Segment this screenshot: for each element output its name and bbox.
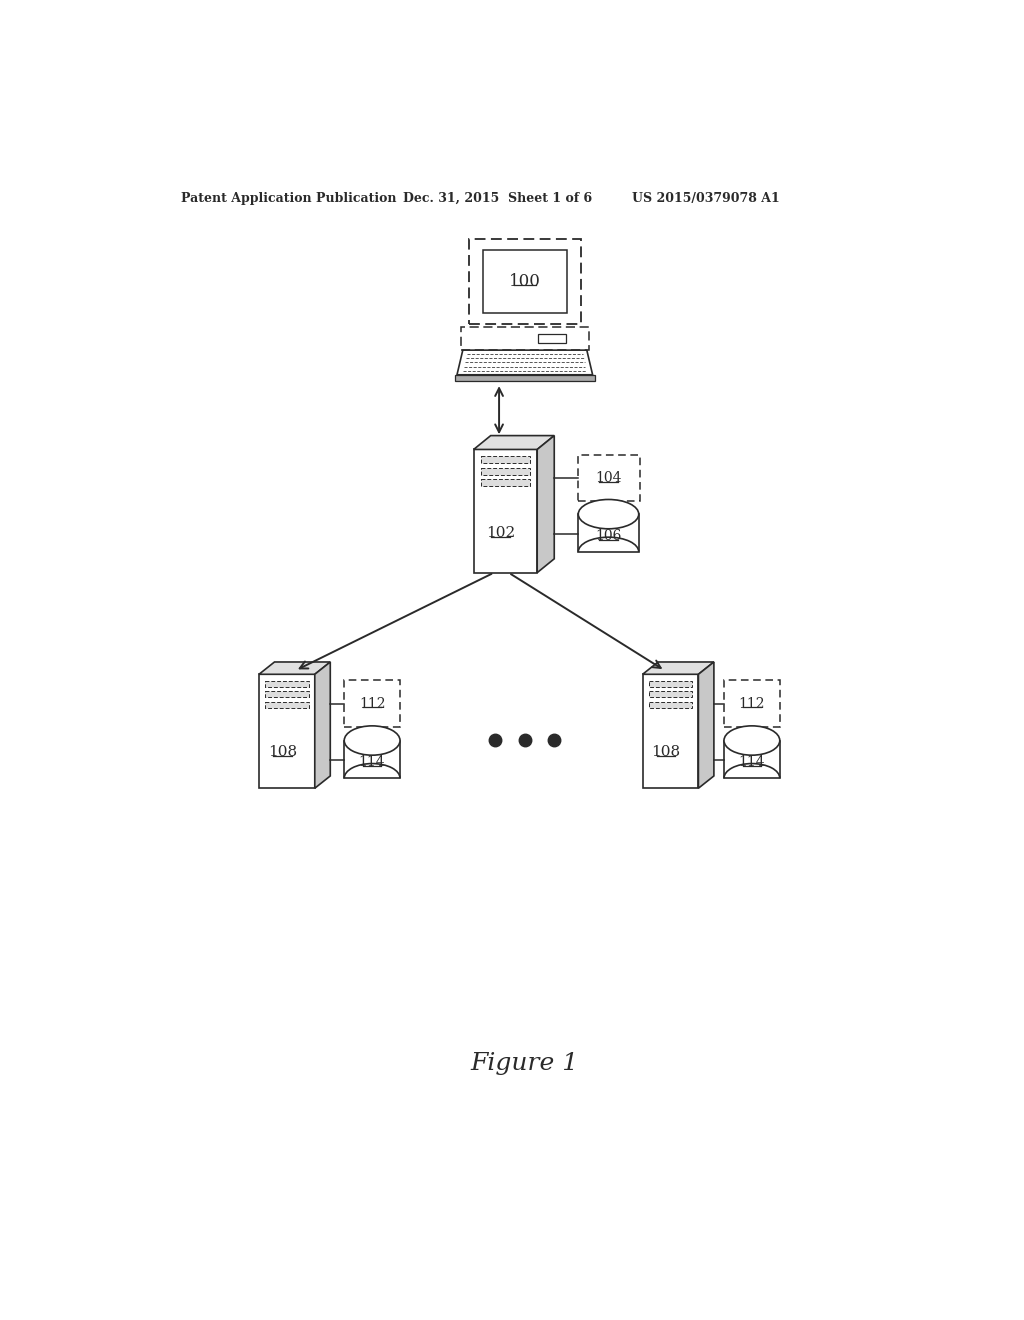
Polygon shape: [314, 663, 331, 788]
Polygon shape: [480, 479, 530, 486]
Ellipse shape: [579, 499, 639, 529]
Text: 114: 114: [738, 755, 765, 770]
Polygon shape: [649, 702, 692, 708]
Polygon shape: [538, 436, 554, 573]
Text: 102: 102: [485, 527, 515, 540]
Polygon shape: [649, 681, 692, 686]
Polygon shape: [265, 681, 308, 686]
Ellipse shape: [724, 726, 779, 755]
FancyBboxPatch shape: [578, 455, 640, 502]
Text: 104: 104: [595, 471, 622, 484]
Text: US 2015/0379078 A1: US 2015/0379078 A1: [632, 191, 779, 205]
Polygon shape: [698, 663, 714, 788]
Text: 108: 108: [651, 744, 681, 759]
Polygon shape: [259, 663, 331, 675]
Polygon shape: [649, 692, 692, 697]
FancyBboxPatch shape: [482, 249, 567, 313]
Ellipse shape: [344, 726, 400, 755]
Polygon shape: [259, 675, 314, 788]
Polygon shape: [480, 467, 530, 474]
Text: 114: 114: [358, 755, 385, 770]
Text: Patent Application Publication: Patent Application Publication: [180, 191, 396, 205]
Text: 106: 106: [595, 529, 622, 543]
FancyBboxPatch shape: [461, 327, 589, 350]
FancyBboxPatch shape: [469, 239, 581, 323]
Text: 100: 100: [509, 273, 541, 290]
Polygon shape: [724, 741, 779, 779]
FancyBboxPatch shape: [344, 681, 400, 726]
Polygon shape: [643, 675, 698, 788]
Polygon shape: [643, 663, 714, 675]
Polygon shape: [474, 436, 554, 449]
Polygon shape: [265, 692, 308, 697]
Text: Dec. 31, 2015  Sheet 1 of 6: Dec. 31, 2015 Sheet 1 of 6: [403, 191, 592, 205]
FancyBboxPatch shape: [455, 375, 595, 381]
Polygon shape: [344, 741, 400, 779]
Text: 108: 108: [268, 744, 297, 759]
Polygon shape: [265, 702, 308, 708]
Text: Figure 1: Figure 1: [471, 1052, 579, 1074]
FancyBboxPatch shape: [724, 681, 779, 726]
Polygon shape: [579, 515, 639, 552]
FancyBboxPatch shape: [538, 334, 565, 343]
Text: 112: 112: [738, 697, 765, 710]
Polygon shape: [480, 457, 530, 463]
Text: 112: 112: [358, 697, 385, 710]
Polygon shape: [474, 449, 538, 573]
Polygon shape: [457, 350, 593, 375]
